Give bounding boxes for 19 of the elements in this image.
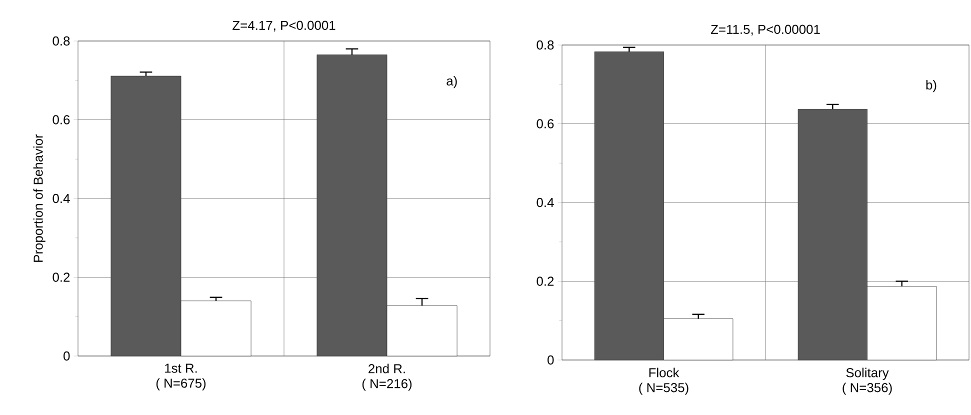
y-tick-label: 0.4 — [52, 194, 70, 204]
y-tick-label: 0.4 — [536, 198, 554, 208]
y-tick-label: 0.2 — [52, 272, 70, 282]
annotation: a) — [446, 76, 457, 88]
x-tick-label: 2nd R. ( N=216) — [362, 364, 412, 391]
x-tick-label: Flock ( N=535) — [639, 368, 688, 395]
y-tick-label: 0.6 — [536, 119, 554, 128]
x-tick-label: 1st R. ( N=675) — [156, 364, 206, 390]
y-tick-label: 0.8 — [536, 40, 554, 50]
chart-title: Z=4.17, P<0.0001 — [232, 20, 336, 32]
chart-title: Z=11.5, P<0.00001 — [710, 24, 820, 36]
y-tick-label: 0 — [64, 351, 70, 361]
y-tick-label: 0.8 — [52, 36, 70, 46]
y-tick-label: 0.2 — [536, 276, 554, 286]
y-axis-title: Proportion of Behavior — [33, 134, 46, 262]
annotation: b) — [926, 80, 936, 92]
y-tick-label: 0.6 — [52, 115, 70, 124]
y-tick-label: 0 — [548, 355, 554, 365]
x-tick-label: Solitary ( N=356) — [842, 368, 892, 395]
